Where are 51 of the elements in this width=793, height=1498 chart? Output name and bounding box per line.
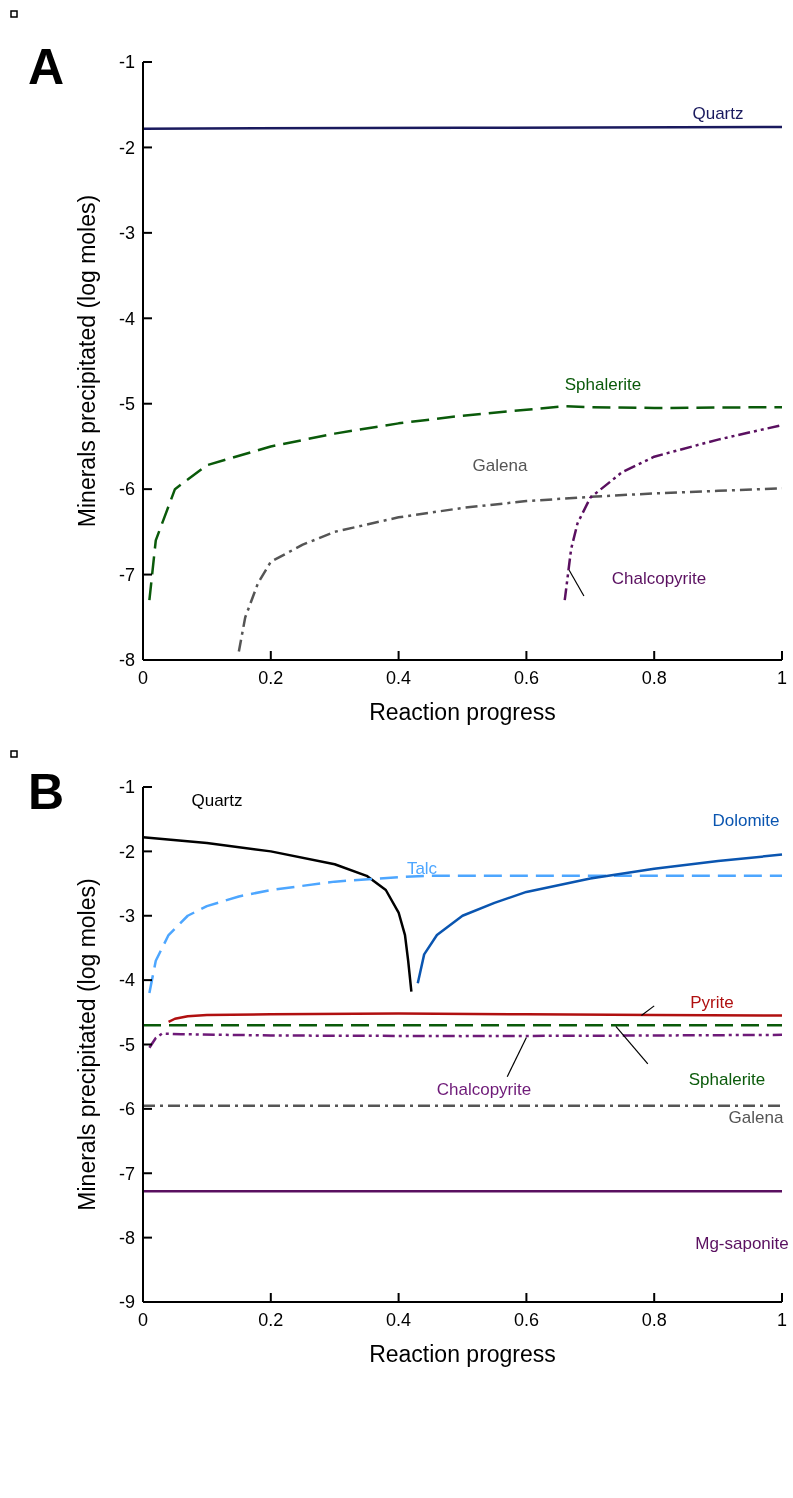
y-tick-label: -1 (118, 777, 135, 798)
y-tick-label: -5 (118, 1034, 135, 1055)
x-tick-label: 0.8 (641, 1310, 667, 1330)
y-tick-label: -6 (118, 1099, 135, 1120)
series-label: Sphalerite (564, 374, 642, 394)
x-tick-label: 0.8 (641, 668, 667, 688)
x-tick-label: 1 (776, 1310, 788, 1330)
y-tick-label: -2 (118, 841, 135, 862)
y-tick-label: -7 (118, 564, 135, 585)
line-series (148, 405, 784, 602)
y-tick-label: -6 (118, 479, 135, 500)
chart-title: B (28, 764, 65, 820)
chart-title: A (28, 39, 65, 95)
y-tick-label: -4 (118, 308, 135, 329)
x-axis-title: Reaction progress (369, 1341, 556, 1367)
series-label: Dolomite (712, 810, 780, 830)
line-series (148, 874, 784, 995)
x-tick-label: 0 (137, 668, 149, 688)
y-tick-label: -3 (118, 223, 135, 244)
text: Chalcopyrite (436, 1079, 532, 1099)
x-tick-label: 0.6 (513, 1310, 539, 1330)
text: Mg-saponite (695, 1233, 789, 1253)
y-tick-label: -8 (118, 1227, 135, 1248)
y-tick-label: -9 (118, 1292, 135, 1313)
line-series (167, 1012, 784, 1024)
x-tick-label: 0.4 (386, 1310, 412, 1330)
y-tick-label: -3 (118, 906, 135, 927)
series-label: Quartz (692, 103, 744, 123)
y-tick-label: -8 (118, 650, 135, 671)
x-tick-label: 0 (137, 1310, 149, 1330)
y-axis-title: Minerals precipitated (log moles) (74, 194, 100, 528)
series-label: Galena (472, 455, 528, 475)
series-label: Talc (406, 858, 438, 878)
y-tick-label: -1 (118, 52, 135, 73)
x-tick-label: 0.2 (258, 1310, 284, 1330)
x-tick-label: 0.4 (386, 668, 412, 688)
y-axis-title: Minerals precipitated (log moles) (74, 878, 100, 1211)
y-tick-label: -2 (118, 137, 135, 158)
line-series (148, 1032, 784, 1049)
x-tick-label: 0.2 (258, 668, 284, 688)
series-label: Galena (728, 1107, 784, 1127)
x-axis-title: Reaction progress (369, 699, 556, 725)
y-tick-label: -5 (118, 394, 135, 415)
text: Chalcopyrite (611, 568, 707, 588)
y-tick-label: -7 (118, 1163, 135, 1184)
series-label: Pyrite (690, 992, 734, 1012)
series-label: Quartz (191, 790, 243, 810)
y-tick-label: -4 (118, 970, 135, 991)
x-tick-label: 1 (776, 668, 788, 688)
x-tick-label: 0.6 (513, 668, 539, 688)
text: Sphalerite (688, 1069, 766, 1089)
